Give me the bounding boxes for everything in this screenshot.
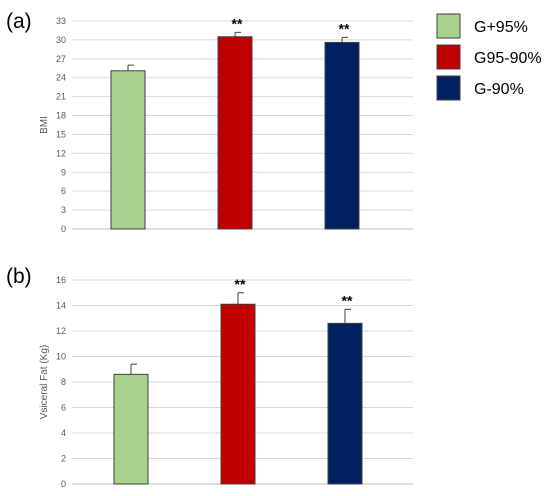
- y-tick-label: 24: [56, 73, 66, 83]
- y-tick-label: 6: [61, 403, 66, 413]
- y-tick-label: 18: [56, 111, 66, 121]
- panel-label-b: (b): [6, 265, 32, 288]
- legend-label-g-plus-95: G+95%: [474, 19, 528, 36]
- bar-g-plus-95: [110, 70, 146, 230]
- y-tick-label: 2: [61, 454, 66, 464]
- legend-label-g-minus-90: G-90%: [474, 81, 524, 98]
- bar-g-plus-95: [113, 373, 149, 485]
- legend-swatch-g-minus-90: [436, 75, 461, 101]
- chart-visceral-fat: 0 2 4 6 8 10 12 14 16 Vsiceral Fat (Kg) ** **: [39, 275, 413, 489]
- y-tick-label: 15: [56, 129, 66, 139]
- y-tick-label: 16: [56, 275, 66, 285]
- bar-g-minus-90: [324, 41, 360, 230]
- y-tick-label: 8: [61, 377, 66, 387]
- significance-marker: **: [235, 276, 246, 292]
- legend-swatch-g-plus-95: [436, 13, 461, 39]
- y-tick-label: 9: [61, 167, 66, 177]
- y-tick-label: 33: [56, 16, 66, 26]
- y-tick-label: 12: [56, 148, 66, 158]
- y-tick-label: 21: [56, 92, 66, 102]
- legend-swatch-g95-90: [436, 44, 461, 70]
- significance-marker: **: [232, 15, 243, 31]
- panel-label-a: (a): [6, 10, 32, 33]
- y-axis-label: BMI: [39, 116, 50, 134]
- bar-g95-90: [217, 36, 253, 230]
- legend-label-g95-90: G95-90%: [474, 50, 542, 67]
- significance-marker: **: [342, 292, 353, 308]
- y-tick-label: 4: [61, 428, 66, 438]
- y-tick-label: 30: [56, 35, 66, 45]
- bar-g-minus-90: [327, 322, 363, 485]
- significance-marker: **: [339, 20, 350, 36]
- y-tick-label: 3: [61, 205, 66, 215]
- y-tick-label: 10: [56, 352, 66, 362]
- chart-bmi: 0 3 6 9 12 15 18 21 24 27 30 33 BMI ** **: [39, 15, 413, 234]
- y-tick-label: 12: [56, 326, 66, 336]
- y-tick-label: 14: [56, 301, 66, 311]
- y-tick-label: 0: [61, 224, 66, 234]
- y-tick-label: 6: [61, 186, 66, 196]
- bar-g95-90: [220, 303, 256, 485]
- y-axis-label: Vsiceral Fat (Kg): [39, 345, 50, 419]
- y-tick-label: 27: [56, 54, 66, 64]
- legend: G+95% G95-90% G-90%: [436, 13, 542, 101]
- y-tick-label: 0: [61, 479, 66, 489]
